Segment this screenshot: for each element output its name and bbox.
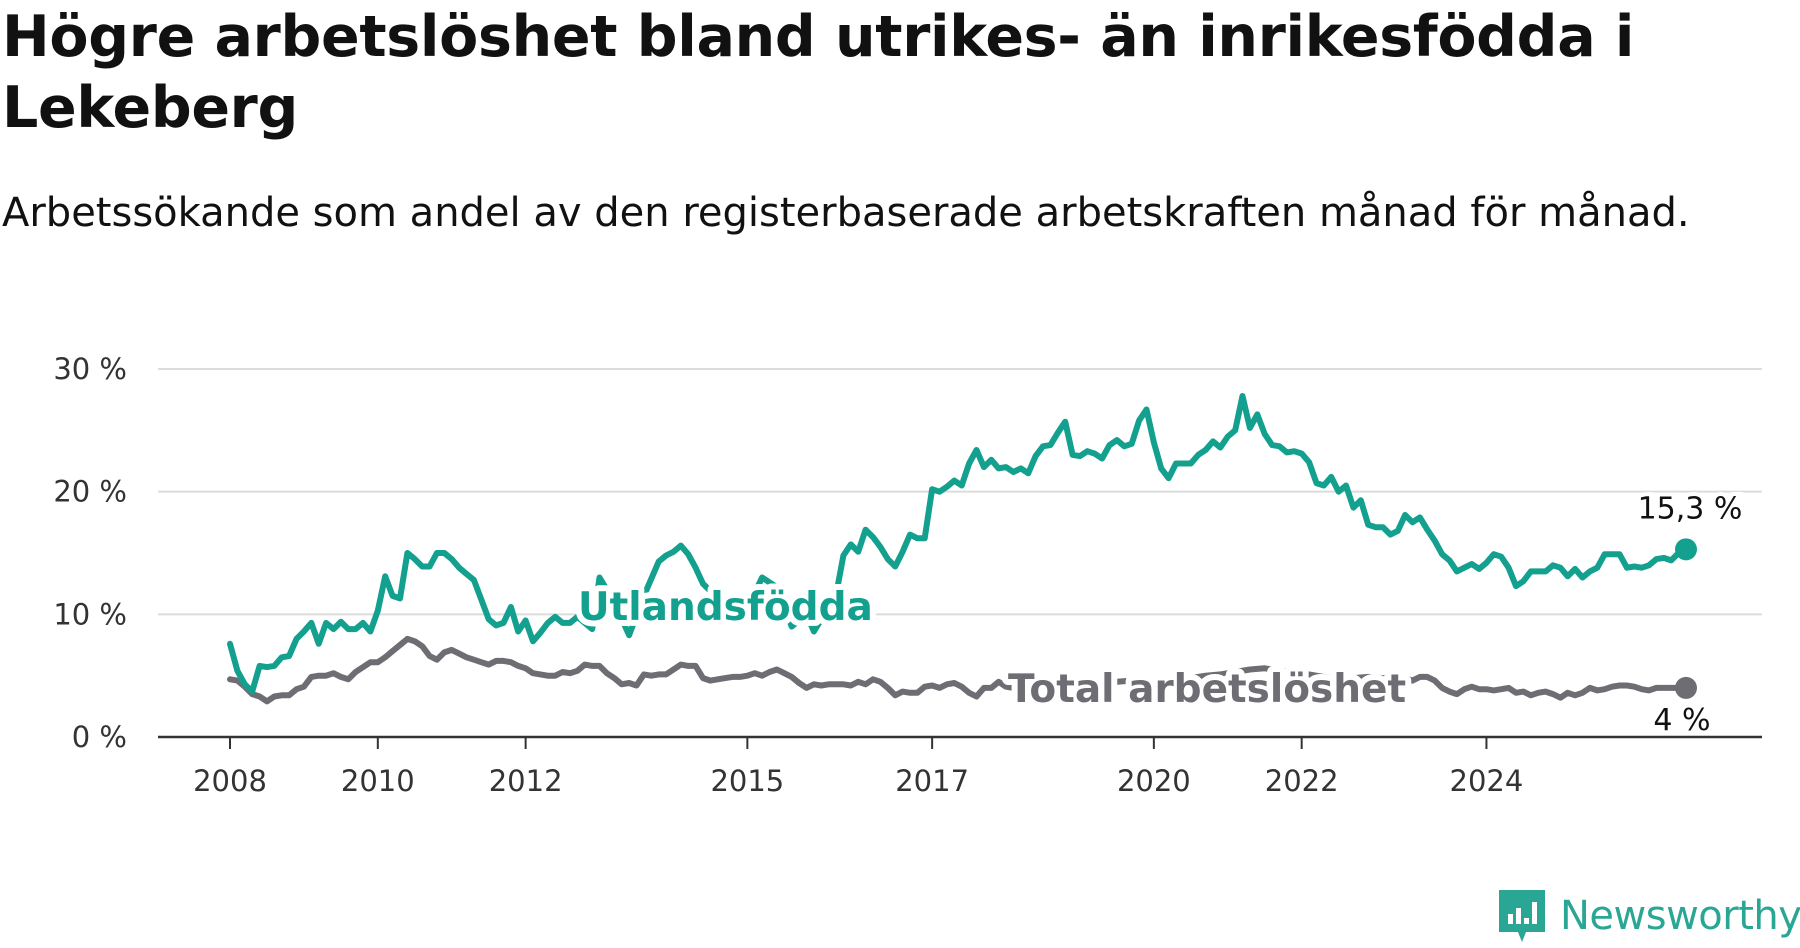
x-tick-label: 2022 [1265, 764, 1339, 798]
chart-subtitle: Arbetssökande som andel av den registerb… [2, 190, 1690, 236]
newsworthy-logo-icon [1499, 890, 1545, 942]
series-labels: Utlandsfödda Total arbetslöshet 15,3 % 4 % [572, 487, 1746, 742]
end-label-utlandsfodda: 15,3 % [1638, 491, 1743, 526]
total-end-point [1675, 676, 1697, 699]
y-axis: 0 % 10 % 20 % 30 % [53, 352, 127, 754]
utlandsfodda-line [227, 393, 1689, 695]
y-tick-label: 30 % [53, 352, 127, 386]
x-tick-label: 2020 [1117, 764, 1191, 798]
y-tick-label: 20 % [53, 475, 127, 509]
series-lines [227, 393, 1697, 705]
x-tick-label: 2024 [1450, 764, 1524, 798]
x-tick-label: 2012 [489, 764, 563, 798]
x-tick-label: 2008 [193, 764, 267, 798]
brand-name: Newsworthy [1560, 893, 1800, 939]
chart-title: Högre arbetslöshet bland utrikes- än inr… [2, 4, 1635, 141]
gridlines [158, 368, 1762, 739]
x-tick-label: 2010 [341, 764, 415, 798]
x-axis: 2008 2010 2012 2015 2017 2020 2022 2024 [193, 737, 1523, 798]
end-label-total: 4 % [1653, 703, 1710, 738]
series-label-utlandsfodda: Utlandsfödda [578, 585, 873, 630]
series-label-total: Total arbetslöshet [1008, 667, 1406, 712]
x-tick-label: 2017 [895, 764, 969, 798]
utlandsfodda-end-point [1675, 538, 1697, 561]
brand: Newsworthy [1496, 888, 1800, 944]
x-tick-label: 2015 [710, 764, 784, 798]
y-tick-label: 0 % [72, 720, 127, 754]
total-line [227, 635, 1689, 705]
y-tick-label: 10 % [53, 597, 127, 631]
